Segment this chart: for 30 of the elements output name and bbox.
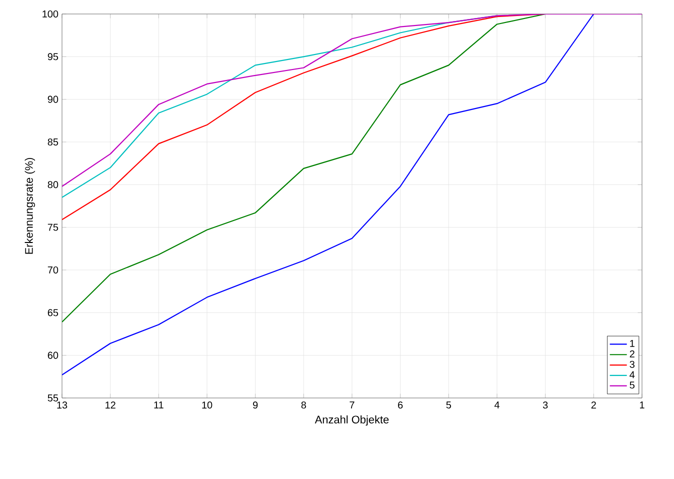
y-tick-label: 85	[48, 138, 58, 146]
x-tick-label: 5	[446, 402, 452, 408]
x-axis-title: Anzahl Objekte	[314, 415, 389, 426]
x-tick-label: 4	[494, 402, 500, 408]
y-tick-label: 75	[48, 224, 58, 231]
x-tick-label: 2	[591, 402, 596, 408]
x-tick-label: 7	[350, 402, 354, 408]
legend-label: 1	[630, 340, 634, 347]
legend-label: 3	[630, 360, 634, 368]
legend-label: 5	[630, 382, 634, 389]
y-axis-title: Erkennungsrate (%)	[24, 158, 36, 254]
x-tick-label: 13	[57, 402, 68, 409]
y-tick-label: 65	[48, 309, 58, 316]
x-tick-label: 9	[253, 402, 258, 409]
y-tick-label: 70	[48, 266, 58, 274]
y-tick-label: 90	[48, 96, 58, 103]
y-tick-label: 55	[48, 394, 58, 402]
x-tick-label: 3	[542, 402, 548, 409]
x-tick-label: 11	[154, 402, 164, 408]
y-tick-label: 95	[48, 53, 58, 60]
x-tick-label: 10	[202, 402, 212, 409]
legend-label: 4	[630, 371, 635, 378]
x-tick-label: 6	[398, 402, 403, 409]
x-tick-label: 8	[301, 402, 306, 409]
y-tick-label: 100	[42, 10, 58, 18]
legend-label: 2	[630, 350, 634, 358]
x-tick-label: 12	[106, 402, 116, 408]
y-tick-label: 60	[48, 352, 58, 359]
y-tick-label: 80	[48, 181, 58, 188]
x-tick-label: 1	[640, 402, 644, 408]
